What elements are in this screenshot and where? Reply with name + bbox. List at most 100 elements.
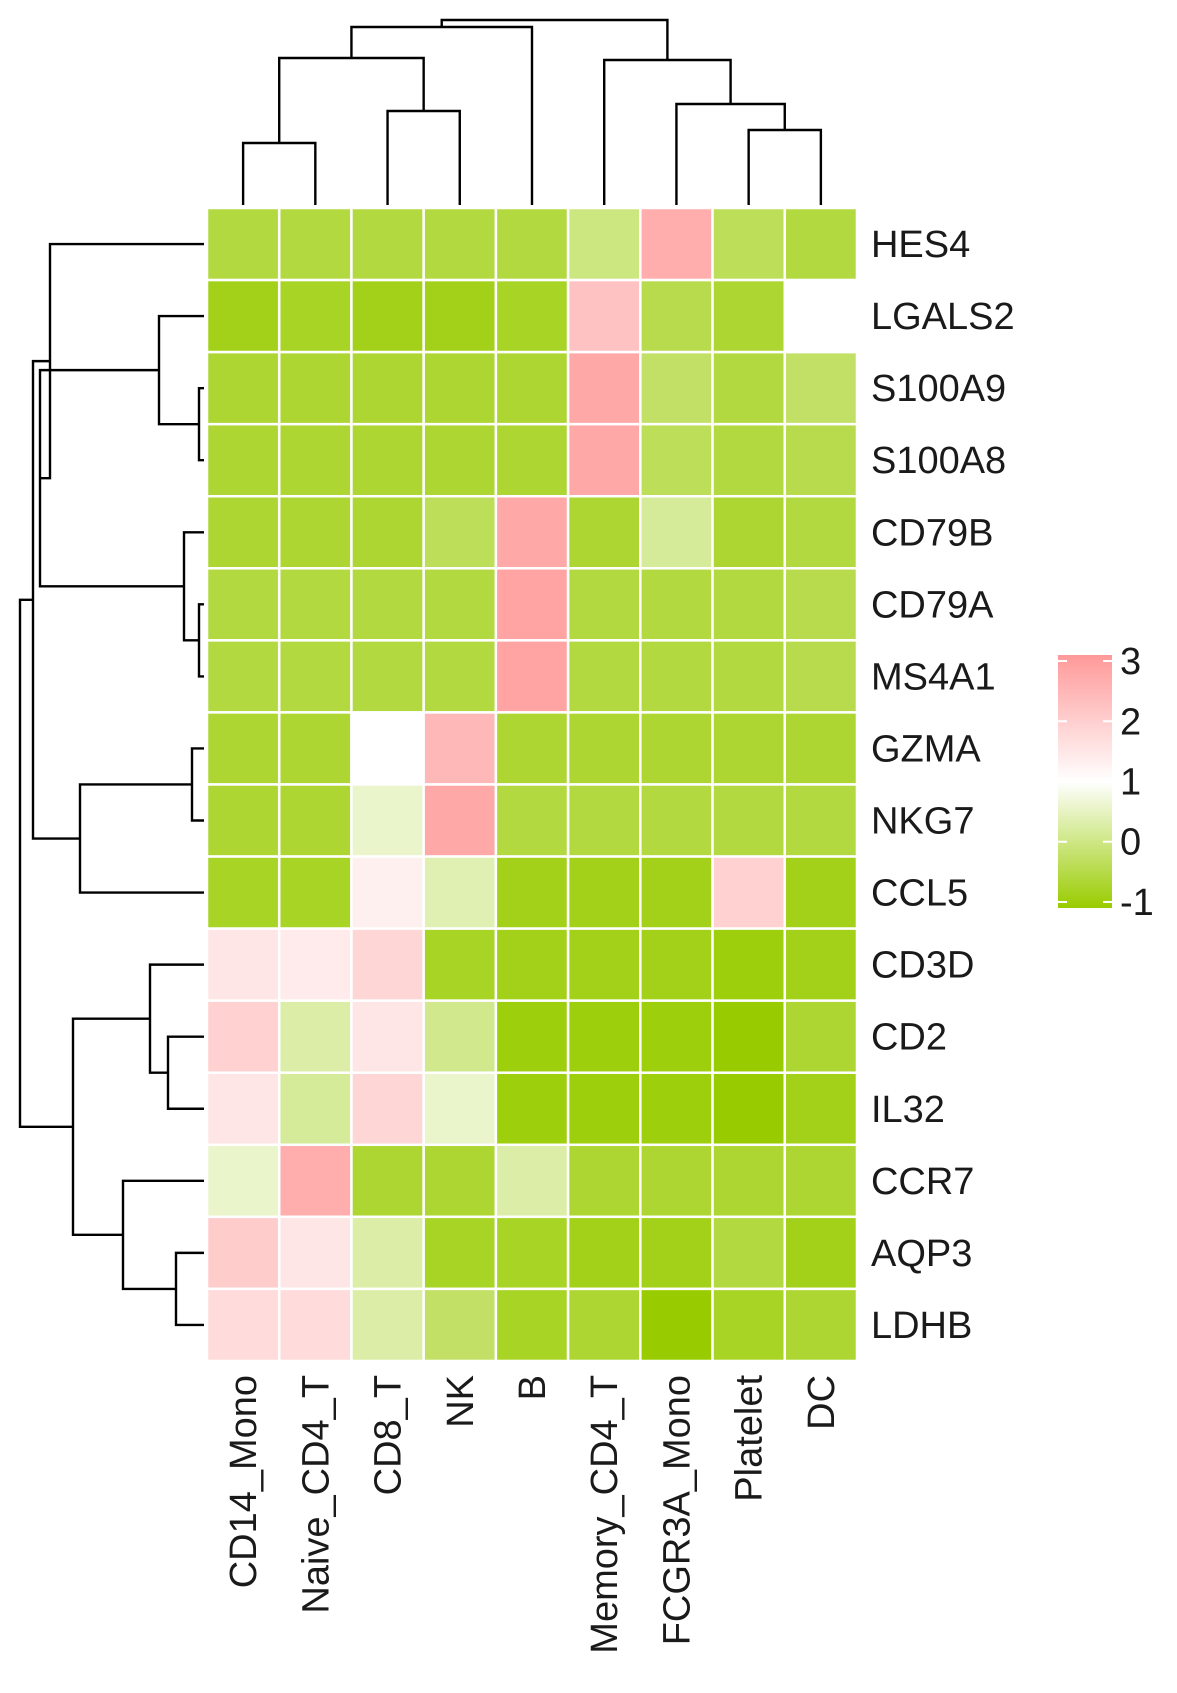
heatmap-cell [205,494,281,570]
heatmap-cell [783,927,859,1002]
heatmap-cell [566,1287,642,1363]
row-label: CD3D [871,945,974,987]
heatmap-cell [711,1143,787,1219]
heatmap-cell [422,1287,498,1363]
dendrogram-link [78,783,204,894]
heatmap-cell [277,350,353,426]
heatmap-cell [205,206,281,282]
row-label: S100A8 [871,440,1006,482]
heatmap-cell [205,350,281,426]
heatmap-cell [494,855,570,930]
row-label: CCL5 [871,873,968,915]
heatmap-cell [494,999,570,1074]
heatmap-cell [494,783,570,858]
heatmap-cell [783,1071,859,1147]
heatmap-cell [711,855,787,930]
dendrogram-link [40,242,204,480]
heatmap-cell [711,999,787,1074]
heatmap-cell [639,1215,714,1291]
heatmap-cell [277,639,353,714]
heatmap-cell [350,927,425,1002]
heatmap-cell [711,350,787,426]
heatmap-cell [422,206,498,282]
row-dendrogram [18,242,204,1327]
dendrogram-link [121,1179,204,1291]
column-label: NK [440,1375,482,1428]
heatmap-cell [277,494,353,570]
heatmap-cell [350,1143,425,1219]
heatmap-cell [494,927,570,1002]
heatmap-cell [566,783,642,858]
heatmap-cell [277,927,353,1002]
heatmap-cell [639,855,714,930]
heatmap-cell [566,855,642,930]
row-label: IL32 [871,1089,945,1131]
heatmap-cell [639,711,714,786]
heatmap-cell [783,567,859,642]
heatmap-cell [639,639,714,714]
heatmap-cell [205,1143,281,1219]
heatmap-cell [277,999,353,1074]
heatmap-cell [422,855,498,930]
heatmap-cell [350,567,425,642]
row-label: LDHB [871,1305,972,1347]
heatmap-cell [350,639,425,714]
heatmap-cell [350,494,425,570]
heatmap-cell [277,1143,353,1219]
dendrogram-link [38,368,184,588]
heatmap-cell [494,278,570,354]
dendrogram-link [440,18,669,60]
heatmap-cell [639,278,714,354]
row-label: MS4A1 [871,656,996,698]
heatmap-cell [639,1071,714,1147]
column-label: Platelet [729,1375,771,1502]
heatmap-cell [277,1071,353,1147]
heatmap-cell [566,639,642,714]
column-label: Naive_CD4_T [295,1375,337,1614]
heatmap-cell [277,206,353,282]
column-label: B [512,1375,554,1400]
column-label: CD8_T [368,1375,410,1495]
heatmap-cell [711,711,787,786]
dendrogram-link [675,102,786,205]
heatmap-cell [711,783,787,858]
heatmap-cells [205,206,859,1363]
heatmap-cell [205,422,281,498]
column-dendrogram [241,18,823,205]
legend-tick-label: 2 [1120,701,1141,743]
heatmap-cell [277,711,353,786]
column-label: Memory_CD4_T [584,1375,626,1654]
heatmap-cell [205,927,281,1002]
heatmap-cell [205,278,281,354]
heatmap-cell [494,1071,570,1147]
heatmap-cell [566,1071,642,1147]
heatmap-cell [277,1287,353,1363]
dendrogram-link [174,1251,204,1327]
heatmap-cell [350,783,425,858]
heatmap-cell [494,494,570,570]
heatmap-cell [639,494,714,570]
heatmap-cell [350,855,425,930]
heatmap-cell [494,1287,570,1363]
heatmap-cell [205,711,281,786]
dendrogram-link [197,386,204,462]
heatmap-cell [350,422,425,498]
row-label: S100A9 [871,368,1006,410]
heatmap-cell [783,1143,859,1219]
heatmap-cell [422,1071,498,1147]
heatmap-cell [422,783,498,858]
heatmap-cell [494,639,570,714]
heatmap-cell [422,278,498,354]
heatmap-cell [566,567,642,642]
heatmap-cell [711,1215,787,1291]
dendrogram-link [182,531,204,642]
heatmap-cell [639,1143,714,1219]
row-label: LGALS2 [871,296,1015,338]
heatmap-cell [350,999,425,1074]
row-label: AQP3 [871,1233,972,1275]
heatmap-cell [277,1215,353,1291]
heatmap-cell [566,422,642,498]
column-label: CD14_Mono [223,1375,265,1588]
heatmap-cell [277,278,353,354]
row-label: CD79B [871,512,994,554]
